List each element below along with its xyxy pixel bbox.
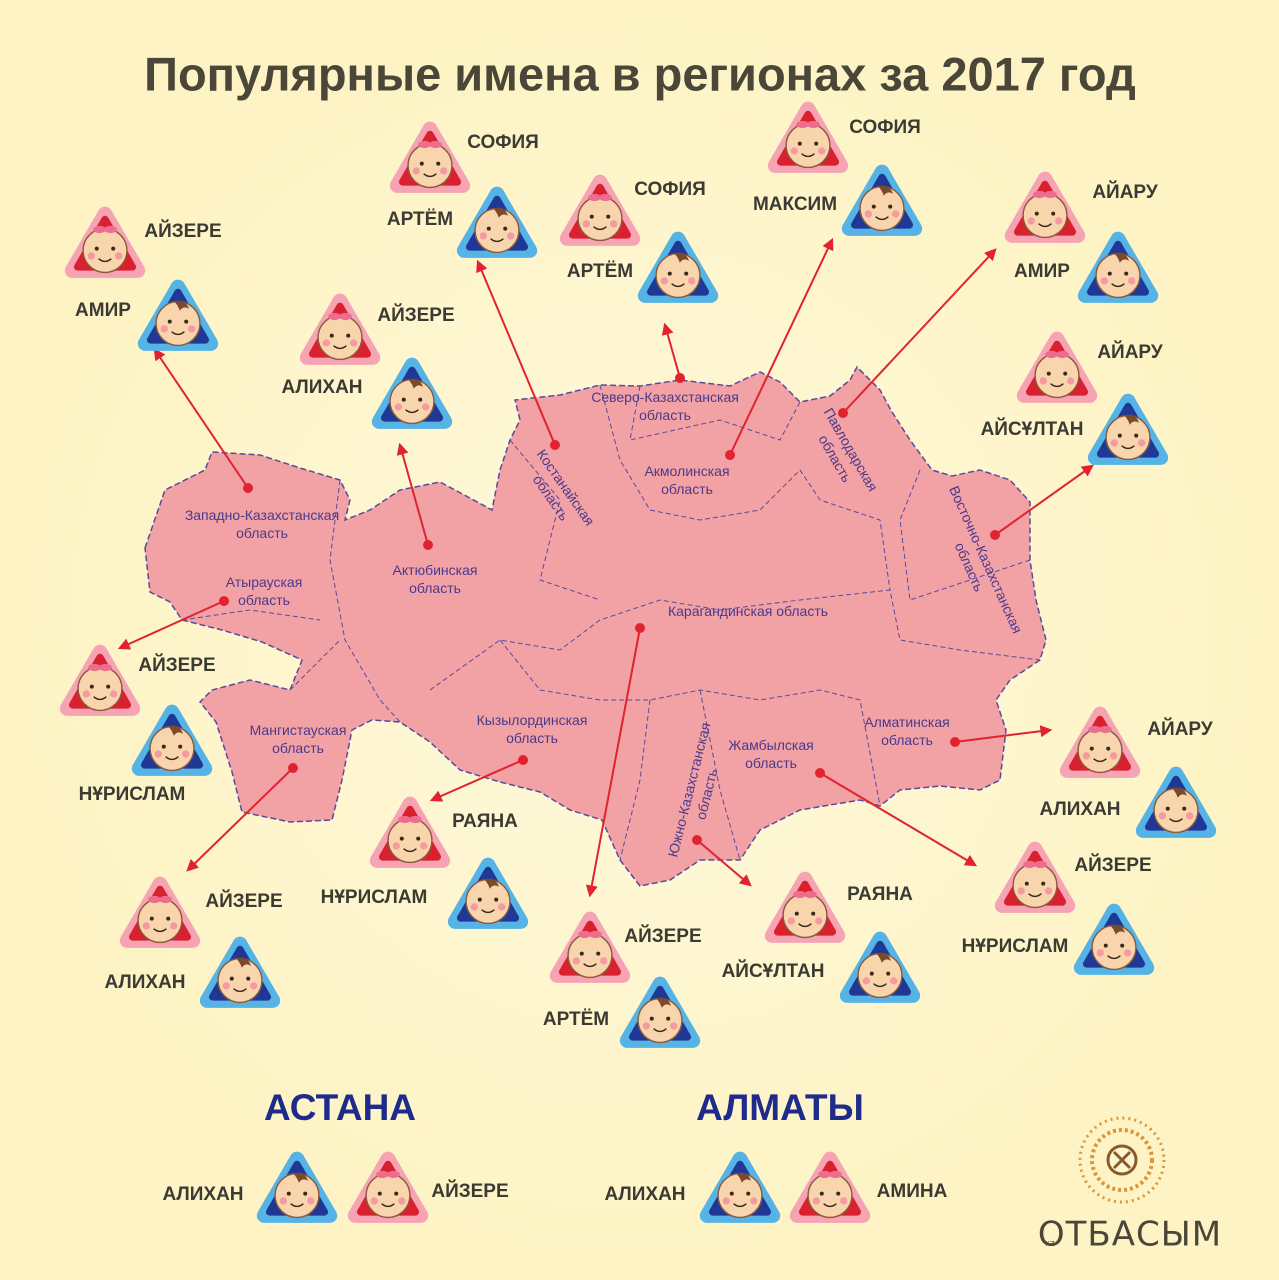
arrow-dot xyxy=(815,768,825,778)
arrow-dot xyxy=(675,373,685,383)
region-label-line: Жамбылская xyxy=(728,737,813,753)
arrow-dot xyxy=(692,835,702,845)
region-label-line: Северо-Казахстанская xyxy=(591,389,739,405)
region-label: Атырауская область xyxy=(226,574,303,608)
girl-name: АЙАРУ xyxy=(1147,718,1213,740)
girl-name: АЙЗЕРЕ xyxy=(377,304,454,326)
title: Популярные имена в регионах за 2017 год xyxy=(144,47,1136,100)
arrow xyxy=(696,839,752,887)
country-map xyxy=(144,365,1047,887)
region-label-line: Атырауская xyxy=(226,574,303,590)
region-label-line: Акмолинская xyxy=(644,463,729,479)
boy-name: АЛИХАН xyxy=(162,1184,243,1205)
girl-name: РАЯНА xyxy=(452,811,518,832)
region-label-line: область xyxy=(409,580,461,596)
boy-name: АРТЁМ xyxy=(543,1009,609,1030)
region-label-line: Западно-Казахстанская xyxy=(185,507,339,523)
region-label-line: Мангистауская xyxy=(250,722,347,738)
girl-name: СОФИЯ xyxy=(849,117,921,138)
region-label-line: Кызылординская xyxy=(477,712,588,728)
girl-name: АЙЗЕРЕ xyxy=(431,1180,508,1202)
arrow xyxy=(842,248,997,414)
boy-name: АЛИХАН xyxy=(604,1184,685,1205)
arrow-dot xyxy=(635,623,645,633)
region-label-line: область xyxy=(661,481,713,497)
region-label: Кызылординская область xyxy=(477,712,588,746)
region-label-line: Алматинская xyxy=(864,714,949,730)
arrow-dot xyxy=(219,596,229,606)
logo-sun xyxy=(1078,1116,1166,1204)
arrow-dot xyxy=(838,408,848,418)
region-label-line: область xyxy=(236,525,288,541)
girl-name: СОФИЯ xyxy=(634,179,706,200)
arrow xyxy=(429,759,524,802)
arrow xyxy=(729,237,834,456)
region-label: Северо-Казахстанская область xyxy=(591,389,739,423)
boy-name: АЛИХАН xyxy=(281,377,362,398)
boy-name: АЛИХАН xyxy=(1039,799,1120,820)
girl-name: СОФИЯ xyxy=(467,132,539,153)
arrow xyxy=(186,767,294,872)
boy-name: АЙСҰЛТАН xyxy=(722,960,825,982)
region-label-line: область xyxy=(506,730,558,746)
arrow xyxy=(585,627,641,898)
boy-name: АМИР xyxy=(1014,261,1070,282)
region-label-line: Карагандинская область xyxy=(668,603,828,619)
boy-name: АЛИХАН xyxy=(104,972,185,993)
region-label-line: область xyxy=(881,732,933,748)
girl-name: АЙЗЕРЕ xyxy=(205,890,282,912)
girl-name: АЙЗЕРЕ xyxy=(624,925,701,947)
arrow xyxy=(819,772,978,867)
arrow-dot xyxy=(950,737,960,747)
boy-name: МАКСИМ xyxy=(753,194,837,215)
boy-name: АРТЁМ xyxy=(567,261,633,282)
region-label: Мангистауская область xyxy=(250,722,347,756)
girl-name: АМИНА xyxy=(877,1181,948,1202)
arrow-dot xyxy=(518,755,528,765)
girl-name: АЙАРУ xyxy=(1092,181,1158,203)
region-label: Жамбылская область xyxy=(728,737,813,771)
boy-name: НҰРИСЛАМ xyxy=(962,936,1069,957)
region-label: Актюбинская область xyxy=(393,562,478,596)
boy-name: АЙСҰЛТАН xyxy=(981,418,1084,440)
city-title: АЛМАТЫ xyxy=(696,1087,864,1128)
city-title: АСТАНА xyxy=(264,1087,416,1128)
arrow-dot xyxy=(990,530,1000,540)
arrow xyxy=(661,322,681,379)
boy-name: АМИР xyxy=(75,300,131,321)
arrow xyxy=(994,464,1094,536)
arrow-dot xyxy=(288,763,298,773)
region-label-line: область xyxy=(639,407,691,423)
girl-name: АЙАРУ xyxy=(1097,341,1163,363)
region-borders xyxy=(181,384,1041,861)
region-label-line: область xyxy=(238,592,290,608)
girl-name: АЙЗЕРЕ xyxy=(138,654,215,676)
region-label: Карагандинская область xyxy=(668,603,828,619)
boy-name: НҰРИСЛАМ xyxy=(79,784,186,805)
girl-name: РАЯНА xyxy=(847,884,913,905)
region-label-line: область xyxy=(745,755,797,771)
boy-name: АРТЁМ xyxy=(387,209,453,230)
arrow xyxy=(954,725,1053,743)
logo-suffix: KZ xyxy=(1045,1240,1055,1248)
arrow xyxy=(476,259,556,446)
region-label-line: Актюбинская xyxy=(393,562,478,578)
arrow-dot xyxy=(725,450,735,460)
logo-name: ОТБАСЫМ xyxy=(1038,1215,1222,1255)
arrow-dot xyxy=(243,483,253,493)
region-label: Алматинская область xyxy=(864,714,949,748)
arrow-dot xyxy=(550,440,560,450)
region-label: Акмолинская область xyxy=(644,463,729,497)
girl-name: АЙЗЕРЕ xyxy=(1074,854,1151,876)
arrow xyxy=(117,600,225,650)
region-label: Западно-Казахстанская область xyxy=(185,507,339,541)
arrow xyxy=(396,442,429,546)
region-label-line: область xyxy=(272,740,324,756)
boy-name: НҰРИСЛАМ xyxy=(321,887,428,908)
girl-name: АЙЗЕРЕ xyxy=(144,220,221,242)
arrow-dot xyxy=(423,540,433,550)
arrow xyxy=(153,348,249,489)
